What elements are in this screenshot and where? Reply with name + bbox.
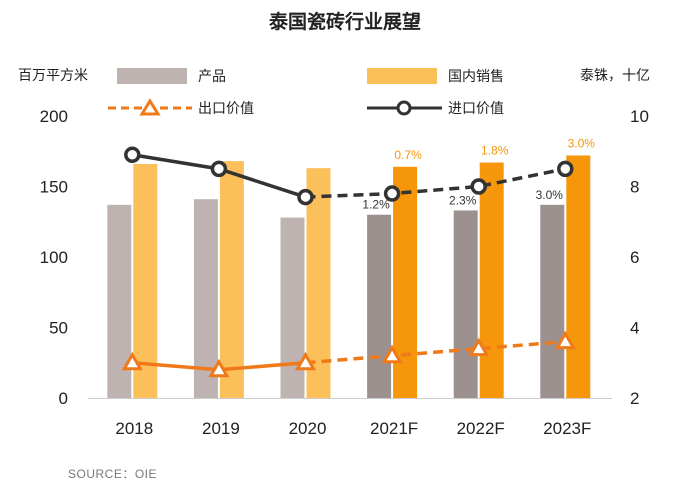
left-axis-tick-label: 200 xyxy=(40,107,68,126)
data-label-domestic-sales: 0.7% xyxy=(394,148,422,162)
x-axis-tick-label: 2022F xyxy=(457,419,505,438)
data-label-domestic-sales: 3.0% xyxy=(568,136,596,150)
point-import xyxy=(210,160,228,178)
point-export xyxy=(294,351,317,371)
x-axis-tick-label: 2023F xyxy=(543,419,591,438)
left-axis-tick-label: 50 xyxy=(49,319,68,338)
right-axis-unit: 泰铢，十亿 xyxy=(580,68,650,84)
left-axis-tick-label: 0 xyxy=(59,389,68,408)
bar-domestic-sales xyxy=(133,163,158,398)
legend-marker-export xyxy=(139,98,161,116)
left-axis-tick-label: 100 xyxy=(40,248,68,267)
line-import-forecast xyxy=(305,167,566,199)
bar-product xyxy=(193,199,218,398)
point-import xyxy=(297,188,314,206)
x-axis-tick-label: 2019 xyxy=(202,419,240,438)
legend-swatch-product xyxy=(117,68,187,84)
x-axis-tick-label: 2020 xyxy=(289,419,327,438)
point-import xyxy=(124,146,141,164)
legend-marker-import xyxy=(396,100,412,116)
point-export xyxy=(381,344,403,364)
bar-domestic-sales xyxy=(566,155,591,398)
bar-domestic-sales xyxy=(219,161,244,398)
right-axis-tick-label: 4 xyxy=(630,319,639,338)
plot-area: 0 50 100 150 200 2 4 6 8 10 2018 2019 2020 2021F 2022F… xyxy=(40,107,649,438)
legend-label-domestic-sales: 国内销售 xyxy=(448,69,504,85)
legend: 产品 国内销售 出口价值 进口价值 xyxy=(108,68,504,117)
point-export xyxy=(554,330,576,350)
legend-swatch-domestic-sales xyxy=(367,68,437,84)
legend-label-import: 进口价值 xyxy=(448,101,504,117)
point-import xyxy=(557,160,574,178)
x-axis-tick-label: 2018 xyxy=(115,419,153,438)
bar-product xyxy=(453,210,478,398)
data-label-domestic-sales: 1.8% xyxy=(481,144,509,158)
legend-label-product: 产品 xyxy=(198,69,226,85)
point-import xyxy=(383,185,401,202)
left-axis-unit: 百万平方米 xyxy=(18,68,88,84)
point-export xyxy=(121,351,143,371)
legend-label-export: 出口价值 xyxy=(198,101,254,117)
source-note: SOURCE：OIE xyxy=(68,467,157,481)
right-axis-tick-label: 6 xyxy=(630,248,639,267)
bar-product xyxy=(540,204,565,398)
point-export xyxy=(208,358,230,378)
line-export-forecast xyxy=(305,339,566,365)
data-label-product: 2.3% xyxy=(449,193,477,207)
data-label-product: 1.2% xyxy=(362,198,390,212)
point-export xyxy=(468,337,490,357)
bar-product xyxy=(367,214,392,398)
bar-domestic-sales xyxy=(479,162,504,398)
x-axis-tick-label: 2021F xyxy=(370,419,418,438)
chart-title: 泰国瓷砖行业展望 xyxy=(268,10,421,33)
bar-domestic-sales xyxy=(393,166,418,398)
data-label-product: 3.0% xyxy=(536,188,564,202)
right-axis-tick-label: 10 xyxy=(630,107,649,126)
bar-product xyxy=(280,217,305,398)
right-axis-tick-label: 8 xyxy=(630,178,639,197)
right-axis-tick-label: 2 xyxy=(630,389,639,408)
point-import xyxy=(470,178,487,195)
left-axis-tick-label: 150 xyxy=(40,178,68,197)
